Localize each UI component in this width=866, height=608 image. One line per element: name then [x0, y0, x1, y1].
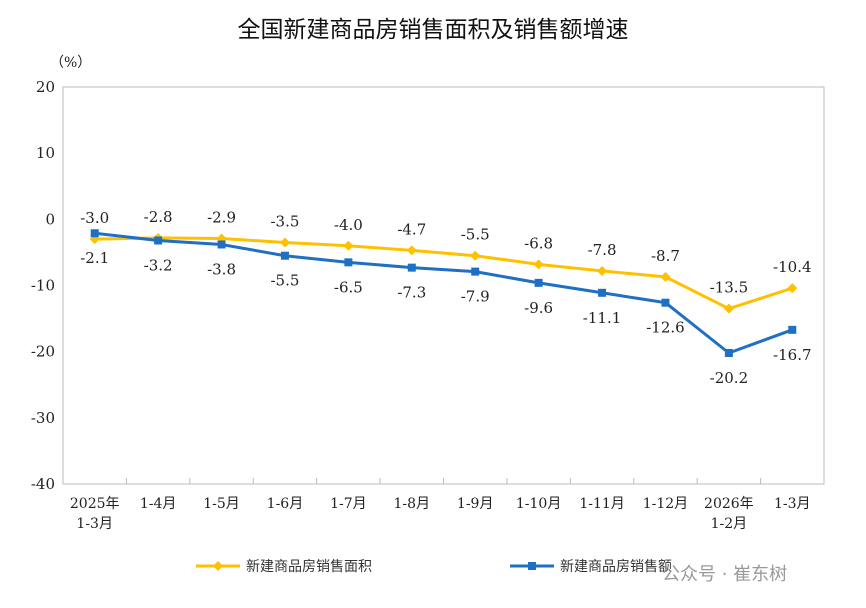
x-tick-label: 1-5月	[203, 496, 240, 512]
data-label: -5.5	[461, 226, 490, 244]
data-label: -7.9	[461, 288, 490, 306]
legend-item-sales: 新建商品房销售额	[510, 556, 672, 576]
x-tick-label: 1-3月	[774, 496, 811, 512]
data-point	[723, 303, 734, 314]
data-point	[344, 258, 353, 267]
data-point	[90, 229, 99, 238]
data-point	[217, 240, 226, 249]
data-label: -3.8	[207, 260, 236, 278]
x-tick-label: 1-10月	[516, 496, 561, 512]
data-label: -16.7	[773, 346, 811, 364]
data-label: -5.5	[270, 272, 299, 290]
y-axis-unit: （%）	[50, 55, 92, 71]
data-point	[660, 271, 671, 282]
series-line-1	[94, 231, 793, 355]
data-label: -12.6	[646, 319, 684, 337]
data-label: -2.9	[207, 209, 236, 227]
legend-swatch-sales	[510, 562, 554, 570]
y-tick-label: -30	[31, 409, 55, 427]
data-point	[661, 298, 670, 307]
y-tick-label: -10	[31, 277, 55, 295]
data-point	[787, 283, 798, 294]
x-tick-label: 1-3月	[76, 516, 113, 532]
data-point	[598, 288, 607, 297]
data-label: -7.8	[588, 241, 617, 259]
legend-item-area: 新建商品房销售面积	[196, 556, 372, 576]
y-tick-label: 10	[36, 144, 55, 162]
data-label: -4.7	[397, 220, 426, 238]
data-point	[788, 325, 797, 334]
data-label: -2.8	[144, 208, 173, 226]
data-label: -13.5	[710, 279, 748, 297]
y-tick-label: -20	[31, 343, 55, 361]
y-tick-label: 0	[45, 210, 55, 228]
y-tick-label: 20	[36, 78, 55, 96]
data-point	[407, 263, 416, 272]
x-tick-label: 2026年	[704, 496, 754, 512]
x-tick-label: 1-9月	[457, 496, 494, 512]
data-point	[470, 250, 481, 261]
data-point	[279, 237, 290, 248]
data-label: -6.5	[334, 278, 363, 296]
data-label: -4.0	[334, 216, 363, 234]
data-label: -3.2	[144, 257, 173, 275]
legend-label-sales: 新建商品房销售额	[560, 559, 672, 575]
data-label: -11.1	[583, 309, 621, 327]
data-label: -8.7	[651, 247, 680, 265]
legend-swatch-area	[196, 561, 240, 571]
data-label: -2.1	[80, 249, 109, 267]
x-tick-label: 1-8月	[394, 496, 431, 512]
data-label: -3.5	[270, 212, 299, 230]
data-label: -7.3	[397, 284, 426, 302]
x-tick-label: 1-7月	[330, 496, 367, 512]
data-point	[471, 267, 480, 276]
data-label: -3.0	[80, 209, 109, 227]
data-point	[406, 245, 417, 256]
data-point	[534, 278, 543, 287]
x-tick-label: 1-11月	[579, 496, 624, 512]
x-tick-label: 1-2月	[711, 516, 748, 532]
x-tick-label: 1-12月	[643, 496, 688, 512]
data-point	[533, 259, 544, 270]
data-label: -10.4	[773, 258, 811, 276]
series-line-0	[94, 236, 793, 311]
legend-label-area: 新建商品房销售面积	[246, 559, 372, 575]
data-label: -20.2	[710, 369, 748, 387]
data-label: -9.6	[524, 299, 553, 317]
watermark: 公众号 · 崔东树	[662, 564, 788, 585]
data-point	[597, 265, 608, 276]
chart-title: 全国新建商品房销售面积及销售额增速	[237, 17, 629, 43]
data-point	[724, 348, 733, 357]
x-tick-label: 2025年	[70, 496, 120, 512]
data-point	[154, 236, 163, 245]
data-point	[280, 251, 289, 260]
x-tick-label: 1-4月	[140, 496, 177, 512]
data-point	[343, 240, 354, 251]
x-tick-label: 1-6月	[267, 496, 304, 512]
data-label: -6.8	[524, 234, 553, 252]
y-tick-label: -40	[31, 475, 55, 493]
